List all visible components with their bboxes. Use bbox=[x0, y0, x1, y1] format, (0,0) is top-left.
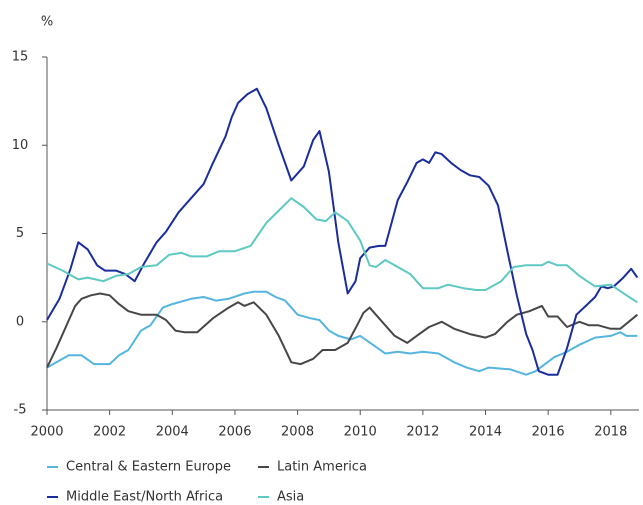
x-tick-label: 2010 bbox=[344, 425, 377, 440]
x-tick-label: 2002 bbox=[93, 425, 126, 440]
legend-label: Asia bbox=[277, 490, 304, 505]
legend-label: Central & Eastern Europe bbox=[66, 460, 231, 475]
x-tick-label: 2018 bbox=[594, 425, 627, 440]
y-tick-label: 5 bbox=[16, 226, 24, 241]
y-tick-label: 0 bbox=[16, 314, 24, 329]
x-tick-label: 2006 bbox=[218, 425, 251, 440]
y-tick-label: -5 bbox=[14, 403, 27, 418]
series-line bbox=[46, 290, 638, 376]
series-line bbox=[46, 292, 639, 369]
legend-label: Latin America bbox=[277, 460, 367, 475]
y-axis-label: % bbox=[41, 15, 53, 30]
legend-label: Middle East/North Africa bbox=[66, 490, 223, 505]
x-tick-label: 2000 bbox=[30, 425, 63, 440]
x-tick-label: 2012 bbox=[406, 425, 439, 440]
series-line bbox=[46, 197, 638, 304]
y-tick-label: 15 bbox=[12, 50, 29, 65]
x-tick-label: 2008 bbox=[281, 425, 314, 440]
series-line bbox=[46, 87, 639, 376]
x-tick-label: 2004 bbox=[156, 425, 189, 440]
x-tick-label: 2014 bbox=[469, 425, 502, 440]
x-tick-label: 2016 bbox=[532, 425, 565, 440]
y-tick-label: 10 bbox=[12, 138, 29, 153]
